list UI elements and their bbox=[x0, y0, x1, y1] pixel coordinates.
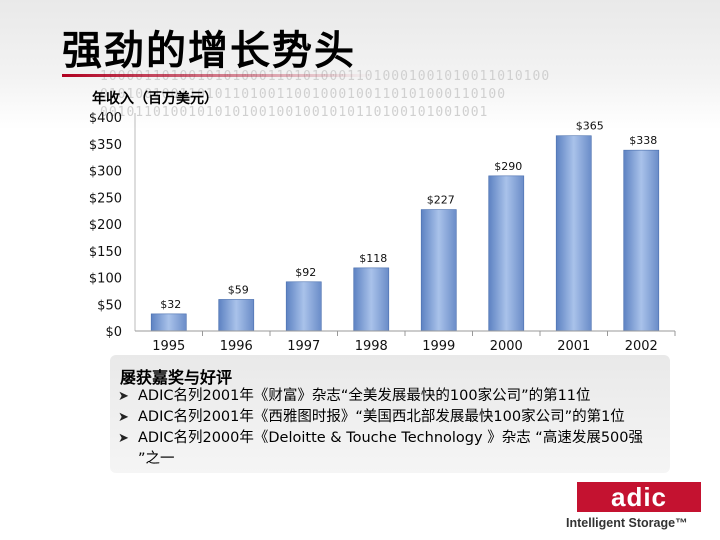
page-title: 强劲的增长势头 bbox=[62, 28, 356, 74]
x-tick-label: 2002 bbox=[625, 339, 658, 354]
bar-2000 bbox=[488, 175, 525, 332]
x-tick-label: 1999 bbox=[422, 339, 455, 354]
y-tick-label: $150 bbox=[89, 245, 122, 260]
y-tick-label: $250 bbox=[89, 191, 122, 206]
y-tick-label: $350 bbox=[89, 138, 122, 153]
header-band: 1000011010010101000110101000110100010010… bbox=[0, 0, 720, 130]
binary-line: 0101001001101011010011001000100110101000… bbox=[100, 87, 507, 102]
x-tick-label: 2001 bbox=[557, 339, 590, 354]
binary-line: 0010110100101010100100100101011010010100… bbox=[100, 105, 489, 120]
bar-1995 bbox=[150, 313, 187, 332]
award-text: ADIC名列2001年《财富》杂志“全美发展最快的100家公司”的第11位 bbox=[138, 388, 591, 404]
arrow-bullet-icon: ➤ bbox=[118, 389, 129, 404]
chart-title: 年收入（百万美元） bbox=[92, 91, 218, 107]
bar-2001 bbox=[555, 135, 592, 332]
y-tick-label: $100 bbox=[89, 272, 122, 287]
y-tick-label: $300 bbox=[89, 165, 122, 180]
brand-tagline: Intelligent Storage™ bbox=[566, 516, 688, 530]
bar-1997 bbox=[285, 281, 322, 332]
arrow-bullet-icon: ➤ bbox=[118, 431, 129, 446]
award-text: ADIC名列2001年《西雅图时报》“美国西北部发展最快100家公司”的第1位 bbox=[138, 409, 625, 425]
y-tick-label: $50 bbox=[97, 298, 122, 313]
data-label: $32 bbox=[160, 298, 181, 311]
data-label: $365 bbox=[576, 120, 604, 133]
data-label: $59 bbox=[228, 283, 249, 296]
y-axis: $0 $50 $100 $150 $200 $250 $300 $350 $400 bbox=[89, 111, 136, 340]
bar-1998 bbox=[353, 267, 390, 332]
bar-1999 bbox=[420, 209, 457, 332]
award-item: ➤ ADIC名列2000年《Deloitte & Touche Technolog… bbox=[118, 428, 663, 470]
awards-panel bbox=[110, 355, 670, 473]
x-tick-label: 1995 bbox=[152, 339, 185, 354]
award-item: ➤ ADIC名列2001年《财富》杂志“全美发展最快的100家公司”的第11位 bbox=[118, 386, 663, 407]
bar-2002 bbox=[623, 149, 660, 332]
bar-1996 bbox=[218, 299, 255, 332]
adic-logo: adic bbox=[577, 482, 701, 512]
y-tick-label: $400 bbox=[89, 111, 122, 126]
award-item: ➤ ADIC名列2001年《西雅图时报》“美国西北部发展最快100家公司”的第1位 bbox=[118, 407, 663, 428]
x-tick-label: 2000 bbox=[490, 339, 523, 354]
x-tick-label: 1997 bbox=[287, 339, 320, 354]
award-text: ADIC名列2000年《Deloitte & Touche Technology… bbox=[138, 430, 643, 467]
data-label: $118 bbox=[359, 252, 387, 265]
y-tick-label: $0 bbox=[105, 325, 122, 340]
revenue-bar-chart: $0 $50 $100 $150 $200 $250 $300 $350 $400 $32 $59… bbox=[89, 111, 676, 354]
x-tick-label: 1996 bbox=[220, 339, 253, 354]
x-tick-label: 1998 bbox=[355, 339, 388, 354]
data-label: $92 bbox=[295, 266, 316, 279]
awards-heading: 屡获嘉奖与好评 bbox=[120, 368, 233, 387]
data-label: $290 bbox=[494, 160, 522, 173]
arrow-bullet-icon: ➤ bbox=[118, 410, 129, 425]
awards-list: ➤ ADIC名列2001年《财富》杂志“全美发展最快的100家公司”的第11位 ➤… bbox=[118, 386, 663, 470]
data-label: $227 bbox=[427, 194, 455, 207]
data-label: $338 bbox=[629, 134, 657, 147]
y-tick-label: $200 bbox=[89, 218, 122, 233]
x-axis: 1995 1996 1997 1998 1999 2000 2001 2002 bbox=[135, 330, 676, 354]
title-underline bbox=[62, 74, 372, 77]
bars: $32 $59 $92 $118 $227 $290 $365 $338 bbox=[150, 120, 660, 332]
